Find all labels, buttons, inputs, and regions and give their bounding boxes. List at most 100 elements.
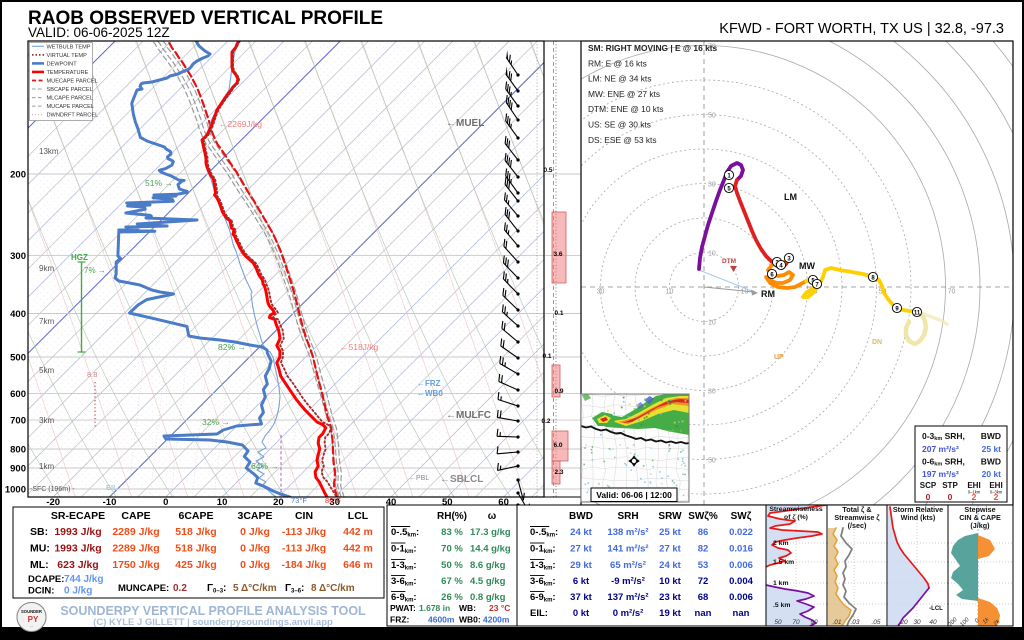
svg-text:SR-ECAPE: SR-ECAPE bbox=[51, 510, 105, 522]
svg-text:MUECAPE PARCEL: MUECAPE PARCEL bbox=[47, 79, 98, 85]
svg-text:9km: 9km bbox=[39, 264, 54, 273]
svg-text:DCIN:: DCIN: bbox=[28, 586, 54, 597]
svg-text:BWD: BWD bbox=[569, 511, 593, 522]
svg-text:1750 J/kg: 1750 J/kg bbox=[112, 559, 159, 571]
svg-text:900: 900 bbox=[10, 464, 26, 475]
svg-text:FRZ:: FRZ: bbox=[390, 615, 410, 625]
svg-text:70 %: 70 % bbox=[441, 544, 463, 555]
svg-text:30: 30 bbox=[597, 289, 605, 296]
svg-text:STP: STP bbox=[942, 481, 958, 490]
svg-text:-113 J/kg: -113 J/kg bbox=[282, 526, 326, 538]
svg-text:0 kt: 0 kt bbox=[573, 608, 590, 619]
svg-text:623 J/kg: 623 J/kg bbox=[57, 559, 98, 571]
svg-text:5 Δ°C/km: 5 Δ°C/km bbox=[233, 583, 277, 594]
svg-text:0 J/kg: 0 J/kg bbox=[240, 526, 270, 538]
svg-text:744 J/kg: 744 J/kg bbox=[64, 574, 103, 585]
svg-text:-184 J/kg: -184 J/kg bbox=[282, 559, 327, 571]
svg-text:0: 0 bbox=[926, 492, 931, 502]
svg-text:2: 2 bbox=[994, 492, 999, 502]
svg-text:27 kt: 27 kt bbox=[659, 544, 681, 555]
svg-text:ω: ω bbox=[488, 511, 497, 522]
svg-text:8.8: 8.8 bbox=[87, 370, 97, 379]
svg-text:3-6km:: 3-6km: bbox=[391, 576, 417, 588]
svg-text:0.8 g/kg: 0.8 g/kg bbox=[470, 592, 506, 603]
svg-text:4: 4 bbox=[779, 263, 783, 269]
svg-text:442 m: 442 m bbox=[343, 543, 373, 555]
svg-text:PY: PY bbox=[28, 615, 39, 624]
svg-text:518 J/kg: 518 J/kg bbox=[175, 543, 216, 555]
svg-text:600: 600 bbox=[10, 389, 26, 400]
svg-text:11: 11 bbox=[914, 310, 921, 316]
svg-text:0-6km SRH,: 0-6km SRH, bbox=[922, 457, 965, 468]
svg-text:2k: 2k bbox=[992, 618, 1002, 628]
svg-text:3-6km:: 3-6km: bbox=[530, 576, 556, 588]
svg-text:4.5 g/kg: 4.5 g/kg bbox=[470, 576, 506, 587]
svg-text:0–1km: 0–1km bbox=[968, 490, 981, 495]
svg-text:518 J/kg: 518 J/kg bbox=[175, 526, 216, 538]
svg-text:0-.5km:: 0-.5km: bbox=[391, 527, 419, 539]
svg-text:25 kt: 25 kt bbox=[982, 444, 1002, 454]
svg-text:.03: .03 bbox=[850, 619, 859, 626]
svg-text:8: 8 bbox=[871, 275, 875, 281]
svg-text:0 J/kg: 0 J/kg bbox=[240, 543, 270, 555]
svg-text:RM: RM bbox=[761, 289, 775, 299]
svg-text:←2269J/kg: ←2269J/kg bbox=[219, 119, 262, 129]
svg-text:RAOB OBSERVED VERTICAL PROFILE: RAOB OBSERVED VERTICAL PROFILE bbox=[28, 8, 383, 29]
svg-text:VALID: 06-06-2025 12Z: VALID: 06-06-2025 12Z bbox=[28, 25, 170, 40]
svg-text:Γ0–3:: Γ0–3: bbox=[207, 583, 226, 595]
svg-text:-113 J/kg: -113 J/kg bbox=[282, 543, 326, 555]
svg-text:HGZ: HGZ bbox=[71, 253, 88, 262]
svg-text:17.3 g/kg: 17.3 g/kg bbox=[470, 527, 511, 538]
svg-text:1.5 km: 1.5 km bbox=[773, 559, 794, 566]
svg-text:EHI: EHI bbox=[989, 481, 1002, 490]
svg-text:nan: nan bbox=[733, 608, 750, 619]
svg-text:1km: 1km bbox=[39, 462, 54, 471]
svg-text:SM: RIGHT MOVING | E @ 16 kts: SM: RIGHT MOVING | E @ 16 kts bbox=[588, 43, 718, 53]
svg-text:(J/kg): (J/kg) bbox=[970, 521, 990, 530]
svg-text:50: 50 bbox=[442, 497, 453, 508]
svg-text:2289 J/kg: 2289 J/kg bbox=[112, 543, 159, 555]
svg-text:0–3km: 0–3km bbox=[990, 490, 1003, 495]
svg-text:30: 30 bbox=[329, 497, 340, 508]
svg-text:13km: 13km bbox=[39, 147, 59, 156]
svg-text:0 m²/s²: 0 m²/s² bbox=[613, 608, 644, 619]
svg-text:Storm Relative: Storm Relative bbox=[893, 505, 943, 514]
svg-text:6.0: 6.0 bbox=[553, 442, 562, 449]
svg-text:0.004: 0.004 bbox=[729, 576, 753, 587]
svg-text:40: 40 bbox=[929, 619, 937, 626]
svg-text:800: 800 bbox=[10, 445, 26, 456]
svg-text:1-3km:: 1-3km: bbox=[530, 560, 556, 572]
svg-text:86°F: 86°F bbox=[325, 496, 341, 505]
svg-text:SCP: SCP bbox=[920, 481, 937, 490]
svg-text:DEWPOINT: DEWPOINT bbox=[47, 61, 78, 67]
svg-text:83 %: 83 % bbox=[441, 527, 463, 538]
svg-text:8 Δ°C/km: 8 Δ°C/km bbox=[311, 583, 355, 594]
svg-text:7: 7 bbox=[815, 282, 819, 288]
svg-text:20 kt: 20 kt bbox=[982, 469, 1002, 479]
svg-text:2289 J/kg: 2289 J/kg bbox=[112, 526, 159, 538]
svg-text:5km: 5km bbox=[39, 366, 54, 375]
svg-text:10: 10 bbox=[217, 497, 228, 508]
svg-text:6: 6 bbox=[770, 272, 774, 278]
svg-text:3CAPE: 3CAPE bbox=[237, 510, 272, 522]
svg-text:141 m²/s²: 141 m²/s² bbox=[607, 544, 648, 555]
svg-text:CIN: CIN bbox=[295, 510, 313, 522]
svg-text:SB:: SB: bbox=[30, 526, 48, 538]
svg-text:BWD: BWD bbox=[981, 457, 1001, 467]
svg-text:207 m²/s²: 207 m²/s² bbox=[922, 444, 959, 454]
svg-text:···: ··· bbox=[30, 624, 34, 629]
svg-text:20: 20 bbox=[273, 497, 284, 508]
svg-text:BWD: BWD bbox=[981, 431, 1001, 441]
svg-text:50: 50 bbox=[708, 458, 716, 465]
svg-text:1: 1 bbox=[727, 173, 731, 179]
svg-text:RM: E @ 16 kts: RM: E @ 16 kts bbox=[588, 58, 647, 68]
svg-text:Streamwise ζ: Streamwise ζ bbox=[834, 513, 880, 522]
svg-text:-SFC (196m) -: -SFC (196m) - bbox=[30, 486, 75, 493]
svg-text:←FRZ: ←FRZ bbox=[417, 379, 441, 388]
svg-text:(C) KYLE J GILLETT | sounderpy: (C) KYLE J GILLETT | sounderpysoundings.… bbox=[93, 617, 333, 628]
svg-text:51% →: 51% → bbox=[145, 178, 173, 188]
svg-text:KFWD - FORT WORTH, TX US | 32.: KFWD - FORT WORTH, TX US | 32.8, -97.3 bbox=[719, 21, 1004, 37]
svg-text:23 kt: 23 kt bbox=[659, 592, 681, 603]
svg-text:7km: 7km bbox=[39, 317, 54, 326]
svg-text:of ζ (%): of ζ (%) bbox=[784, 514, 808, 521]
